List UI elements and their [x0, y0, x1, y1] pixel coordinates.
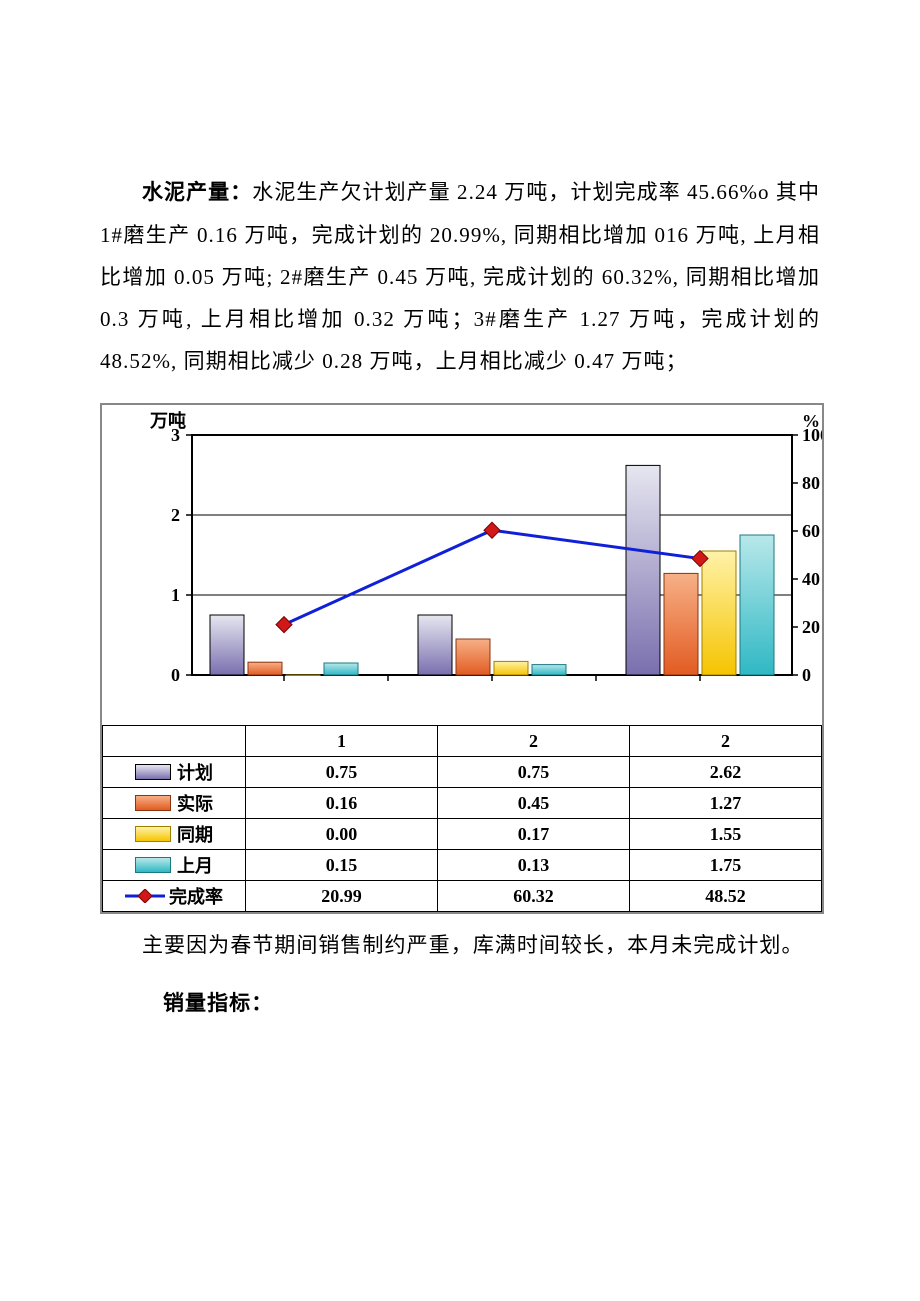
legend-cell-rate: 完成率 — [103, 881, 246, 912]
legend-line-icon — [125, 889, 165, 903]
legend-label: 实际 — [177, 794, 213, 814]
svg-text:80: 80 — [802, 473, 820, 493]
legend-cell-same: 同期 — [103, 819, 246, 850]
chart-data-table: 122计划0.750.752.62实际0.160.451.27同期0.000.1… — [102, 725, 822, 912]
table-data-cell: 60.32 — [438, 881, 630, 912]
chart-svg: 0123020406080100万吨% — [102, 405, 822, 725]
svg-text:20: 20 — [802, 617, 820, 637]
table-data-cell: 0.45 — [438, 788, 630, 819]
table-row: 计划0.750.752.62 — [103, 757, 822, 788]
table-data-cell: 20.99 — [246, 881, 438, 912]
legend-cell-actual: 实际 — [103, 788, 246, 819]
table-row: 实际 0.160.451.27 — [103, 788, 822, 819]
table-data-cell: 2.62 — [630, 757, 822, 788]
legend-label: 同期 — [177, 825, 213, 845]
legend-swatch-icon — [135, 857, 171, 873]
legend-swatch-icon — [135, 826, 171, 842]
svg-text:40: 40 — [802, 569, 820, 589]
svg-text:0: 0 — [802, 665, 811, 685]
table-row: 上月 0.150.131.75 — [103, 850, 822, 881]
footer-paragraph: 主要因为春节期间销售制约严重，库满时间较长，本月未完成计划。 — [100, 924, 820, 966]
table-legend-header — [103, 726, 246, 757]
table-row: 同期 0.000.171.55 — [103, 819, 822, 850]
table-data-cell: 0.15 — [246, 850, 438, 881]
svg-text:1: 1 — [171, 585, 180, 605]
lead-label: 水泥产量： — [142, 181, 252, 204]
svg-text:万吨: 万吨 — [149, 410, 186, 431]
table-data-cell: 1.55 — [630, 819, 822, 850]
table-header-cell: 2 — [630, 726, 822, 757]
table-data-cell: 0.16 — [246, 788, 438, 819]
table-data-cell: 0.75 — [246, 757, 438, 788]
legend-label: 完成率 — [169, 887, 223, 907]
svg-text:%: % — [802, 411, 820, 431]
table-data-cell: 0.75 — [438, 757, 630, 788]
table-header-cell: 2 — [438, 726, 630, 757]
legend-label: 计划 — [177, 763, 213, 783]
table-data-cell: 1.75 — [630, 850, 822, 881]
legend-cell-prev: 上月 — [103, 850, 246, 881]
legend-swatch-icon — [135, 764, 171, 780]
chart-container: 0123020406080100万吨% 122计划0.750.752.62实际0… — [100, 403, 824, 914]
table-data-cell: 0.13 — [438, 850, 630, 881]
body-paragraph: 水泥产量：水泥生产欠计划产量 2.24 万吨，计划完成率 45.66%o 其中 … — [100, 171, 820, 382]
table-data-cell: 0.17 — [438, 819, 630, 850]
table-row: 完成率 20.9960.3248.52 — [103, 881, 822, 912]
svg-text:2: 2 — [171, 505, 180, 525]
legend-label: 上月 — [177, 856, 213, 876]
body-text: 水泥生产欠计划产量 2.24 万吨，计划完成率 45.66%o 其中 1#磨生产… — [100, 180, 820, 373]
table-data-cell: 0.00 — [246, 819, 438, 850]
sub-heading: 销量指标： — [100, 987, 820, 1017]
chart-plot-area: 0123020406080100万吨% — [102, 405, 822, 725]
legend-swatch-icon — [135, 795, 171, 811]
svg-text:60: 60 — [802, 521, 820, 541]
table-data-cell: 1.27 — [630, 788, 822, 819]
table-data-cell: 48.52 — [630, 881, 822, 912]
legend-cell-plan: 计划 — [103, 757, 246, 788]
svg-text:0: 0 — [171, 665, 180, 685]
table-header-cell: 1 — [246, 726, 438, 757]
